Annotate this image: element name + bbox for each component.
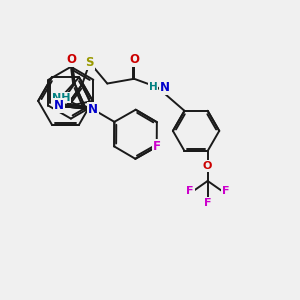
Text: N: N — [54, 99, 64, 112]
Text: H: H — [149, 82, 158, 92]
Text: S: S — [85, 56, 94, 69]
Text: F: F — [204, 198, 212, 208]
Text: O: O — [203, 161, 212, 171]
Text: F: F — [222, 185, 229, 196]
Text: NH: NH — [52, 93, 70, 103]
Text: N: N — [88, 103, 98, 116]
Text: F: F — [153, 140, 161, 153]
Text: O: O — [67, 53, 76, 66]
Text: N: N — [160, 81, 170, 94]
Text: O: O — [129, 53, 139, 66]
Text: F: F — [186, 185, 194, 196]
